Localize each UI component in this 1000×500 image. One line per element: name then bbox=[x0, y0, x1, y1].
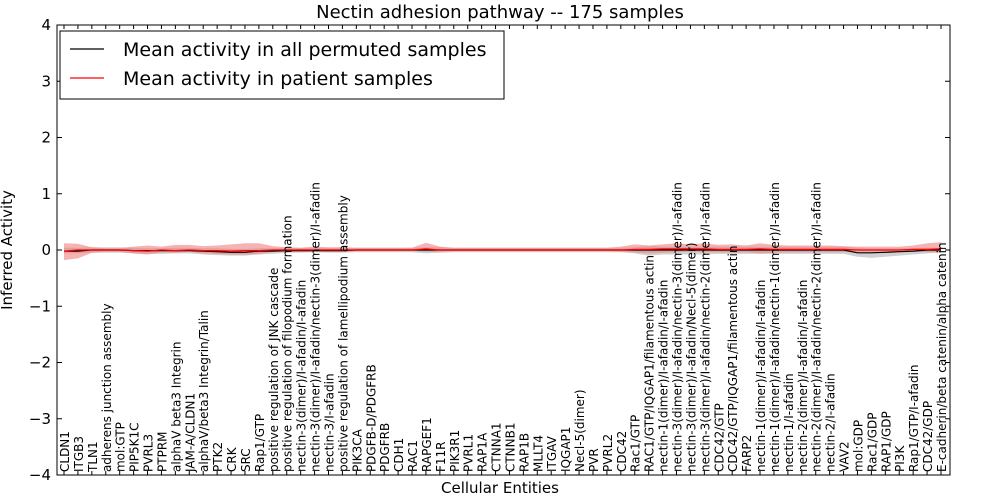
x-tick-label: Rac1/GDP bbox=[865, 413, 879, 472]
x-tick-label: CTNNA1 bbox=[490, 422, 504, 472]
x-tick-label: nectin-3(dimer)/I-afadin/Necl-5(dimer) bbox=[684, 242, 698, 472]
x-tick-label: ITGAV bbox=[545, 435, 559, 472]
x-tick-label: positive regulation of JNK cascade bbox=[267, 268, 281, 472]
x-tick-label: PVRL1 bbox=[462, 434, 476, 472]
x-tick-label: alphaV beta3 Integrin bbox=[169, 342, 183, 473]
x-tick-label: nectin-2(dimer)/I-afadin/I-afadin bbox=[796, 280, 810, 472]
x-tick-label: nectin-3(dimer)/I-afadin/I-afadin bbox=[295, 280, 309, 472]
x-tick-label: mol:GTP bbox=[114, 422, 128, 472]
y-tick-label: −2 bbox=[29, 354, 51, 372]
x-tick-label: PDGFB-D/PDGFRB bbox=[364, 364, 378, 472]
x-tick-label: nectin-3(dimer)/I-afadin/nectin-2(dimer)… bbox=[698, 182, 712, 472]
series-line-patient bbox=[63, 248, 942, 252]
x-tick-label: PIP5K1C bbox=[128, 422, 142, 472]
legend-label-patient: Mean activity in patient samples bbox=[123, 68, 433, 90]
x-tick-label: CDC42/GTP bbox=[712, 403, 726, 472]
x-tick-label: RAP1A bbox=[476, 432, 490, 472]
x-tick-label: TLN1 bbox=[86, 441, 100, 473]
x-tick-label: RAP1/GDP bbox=[879, 411, 893, 472]
x-tick-label: CDC42/GDP bbox=[921, 401, 935, 472]
x-tick-label: Rap1/GTP/I-afadin bbox=[907, 364, 921, 472]
x-tick-label: RAPGEF1 bbox=[420, 417, 434, 472]
x-tick-label: PVRL2 bbox=[601, 434, 615, 472]
x-tick-label: E-cadherin/beta catenin/alpha catenin bbox=[935, 242, 949, 472]
x-tick-label: CLDN1 bbox=[58, 431, 72, 472]
x-tick-label: SRC bbox=[239, 448, 253, 472]
y-tick-label: 0 bbox=[41, 241, 51, 259]
x-tick-label: PVRL3 bbox=[142, 434, 156, 472]
x-tick-label: Rap1/GTP bbox=[253, 414, 267, 472]
x-tick-label: PVR bbox=[587, 448, 601, 472]
x-axis bbox=[63, 25, 942, 475]
x-tick-label: RAC1/GTP/IQGAP1/filamentous actin bbox=[643, 255, 657, 472]
y-tick-label: 3 bbox=[41, 72, 51, 90]
x-tick-label: adherens junction assembly bbox=[100, 303, 114, 472]
x-tick-label: IQGAP1 bbox=[559, 427, 573, 472]
x-tick-label: PI3K bbox=[893, 445, 907, 472]
x-tick-label: PTK2 bbox=[211, 442, 225, 472]
x-tick-label: mol:GDP bbox=[852, 420, 866, 472]
legend: Mean activity in all permuted samples Me… bbox=[59, 30, 505, 100]
x-tick-label: positive regulation of lamellipodium ass… bbox=[336, 195, 350, 472]
y-tick-label: −1 bbox=[29, 297, 51, 315]
x-tick-label: CDH1 bbox=[392, 438, 406, 472]
x-tick-label: nectin-1(dimer)/I-afadin/I-afadin bbox=[754, 280, 768, 472]
x-tick-label: ITGB3 bbox=[72, 436, 86, 472]
x-tick-label: PIK3R1 bbox=[448, 430, 462, 472]
x-tick-label: CDC42/GTP/IQGAP1/filamentous actin bbox=[726, 246, 740, 472]
legend-label-permuted: Mean activity in all permuted samples bbox=[123, 39, 486, 61]
x-tick-label: nectin-2/I-afadin bbox=[824, 373, 838, 472]
x-tick-label: nectin-3/I-afadin bbox=[323, 373, 337, 472]
x-axis-label: Cellular Entities bbox=[441, 479, 559, 497]
x-tick-label: PTPRM bbox=[155, 431, 169, 472]
x-tick-label: nectin-2(dimer)/I-afadin/nectin-2(dimer)… bbox=[810, 182, 824, 472]
x-tick-label: Rac1/GTP bbox=[629, 415, 643, 472]
x-tick-label: FARP2 bbox=[740, 435, 754, 472]
y-tick-label: −4 bbox=[29, 466, 51, 484]
y-tick-label: 1 bbox=[41, 185, 51, 203]
x-tick-label: nectin-3(dimer)/I-afadin/nectin-3(dimer)… bbox=[671, 182, 685, 472]
x-tick-label: RAC1 bbox=[406, 440, 420, 472]
x-tick-label: PIK3CA bbox=[350, 428, 364, 472]
x-tick-label: positive regulation of filopodium format… bbox=[281, 215, 295, 472]
y-axis-label: Inferred Activity bbox=[0, 190, 16, 310]
x-tick-label: CDC42 bbox=[615, 431, 629, 472]
x-tick-label: VAV2 bbox=[838, 441, 852, 472]
legend-box bbox=[59, 30, 505, 100]
x-tick-label: JAM-A/CLDN1 bbox=[183, 393, 197, 473]
y-tick-label: −3 bbox=[29, 410, 51, 428]
x-tick-label: F11R bbox=[434, 442, 448, 473]
x-tick-labels: CLDN1 ITGB3 TLN1 adherens junction assembly… bbox=[58, 182, 949, 473]
x-tick-label: alphaV/beta3 Integrin/Talin bbox=[197, 310, 211, 472]
x-tick-label: CRK bbox=[225, 446, 239, 472]
x-tick-label: nectin-1(dimer)/I-afadin/I-afadin bbox=[657, 280, 671, 472]
band-patient bbox=[64, 242, 941, 261]
x-tick-label: CTNNB1 bbox=[504, 423, 518, 473]
y-tick-label: 4 bbox=[41, 16, 51, 34]
x-tick-label: Necl-5(dimer) bbox=[573, 389, 587, 472]
x-tick-label: RAP1B bbox=[517, 433, 531, 472]
y-axis: −4 −3 −2 −1 0 1 2 3 4 bbox=[29, 16, 950, 484]
x-tick-label: nectin-3(dimer)/I-afadin/nectin-3(dimer)… bbox=[309, 182, 323, 472]
series-lines bbox=[63, 248, 942, 254]
y-tick-label: 2 bbox=[41, 129, 51, 147]
x-tick-label: MLLT4 bbox=[531, 435, 545, 472]
x-tick-label: PDGFRB bbox=[378, 423, 392, 472]
x-tick-label: nectin-1/I-afadin bbox=[782, 373, 796, 472]
chart-title: Nectin adhesion pathway -- 175 samples bbox=[316, 2, 684, 23]
x-tick-label: nectin-1(dimer)/I-afadin/nectin-1(dimer)… bbox=[768, 182, 782, 472]
